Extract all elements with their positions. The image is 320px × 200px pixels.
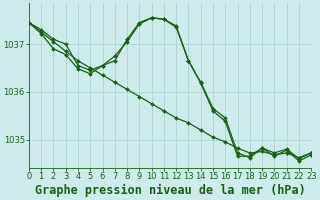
X-axis label: Graphe pression niveau de la mer (hPa): Graphe pression niveau de la mer (hPa) [35,183,305,197]
